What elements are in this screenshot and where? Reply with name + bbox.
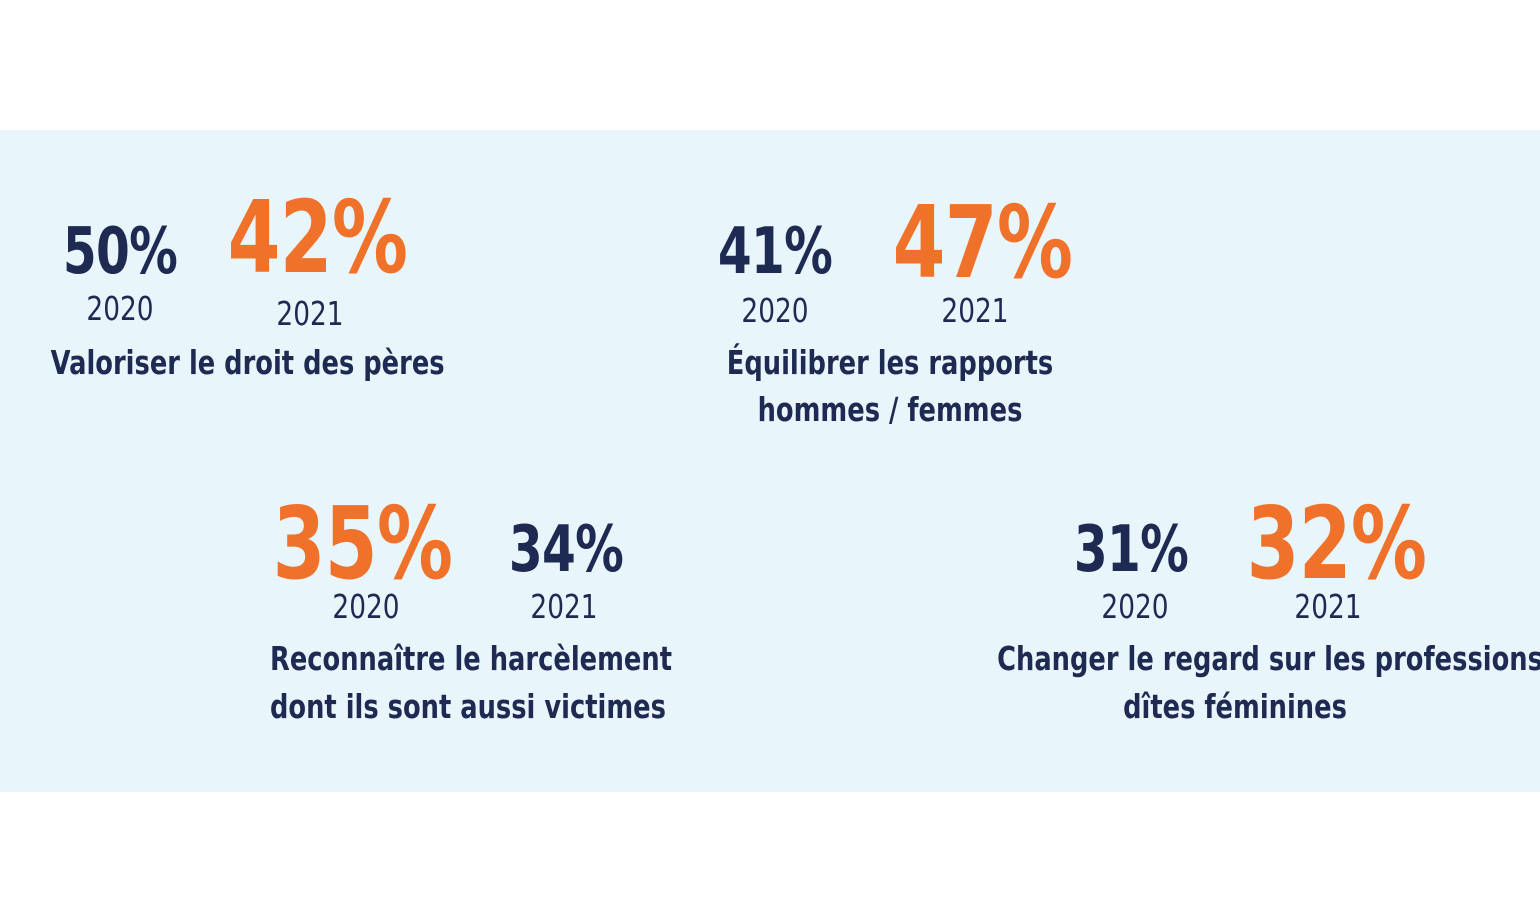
year-label-2020: 2020 bbox=[741, 291, 809, 330]
value-2021: 42% bbox=[227, 179, 408, 296]
year-label-2021: 2021 bbox=[276, 294, 344, 333]
value-2021: 47% bbox=[892, 184, 1073, 301]
value-2021: 34% bbox=[508, 513, 624, 587]
value-2021: 32% bbox=[1246, 485, 1427, 602]
stat-label-line-2: dîtes féminines bbox=[1123, 687, 1347, 726]
stat-label-line-2: dont ils sont aussi victimes bbox=[270, 687, 666, 726]
year-label-2021: 2021 bbox=[1294, 587, 1362, 626]
infographic-panel bbox=[0, 130, 1540, 792]
year-label-2021: 2021 bbox=[530, 587, 598, 626]
stat-label-line-2: hommes / femmes bbox=[757, 390, 1023, 429]
stat-label-line-1: Changer le regard sur les professions bbox=[997, 639, 1540, 678]
year-label-2020: 2020 bbox=[86, 289, 154, 328]
year-label-2020: 2020 bbox=[1101, 587, 1169, 626]
value-2020: 31% bbox=[1073, 513, 1189, 587]
value-2020: 50% bbox=[62, 215, 178, 289]
value-2020: 41% bbox=[717, 215, 833, 289]
stat-label-line-1: Équilibrer les rapports bbox=[726, 343, 1054, 382]
year-label-2020: 2020 bbox=[332, 587, 400, 626]
stat-label-line-1: Reconnaître le harcèlement bbox=[270, 639, 673, 678]
value-2020: 35% bbox=[272, 485, 453, 602]
year-label-2021: 2021 bbox=[941, 291, 1009, 330]
stat-label: Valoriser le droit des pères bbox=[50, 343, 445, 382]
